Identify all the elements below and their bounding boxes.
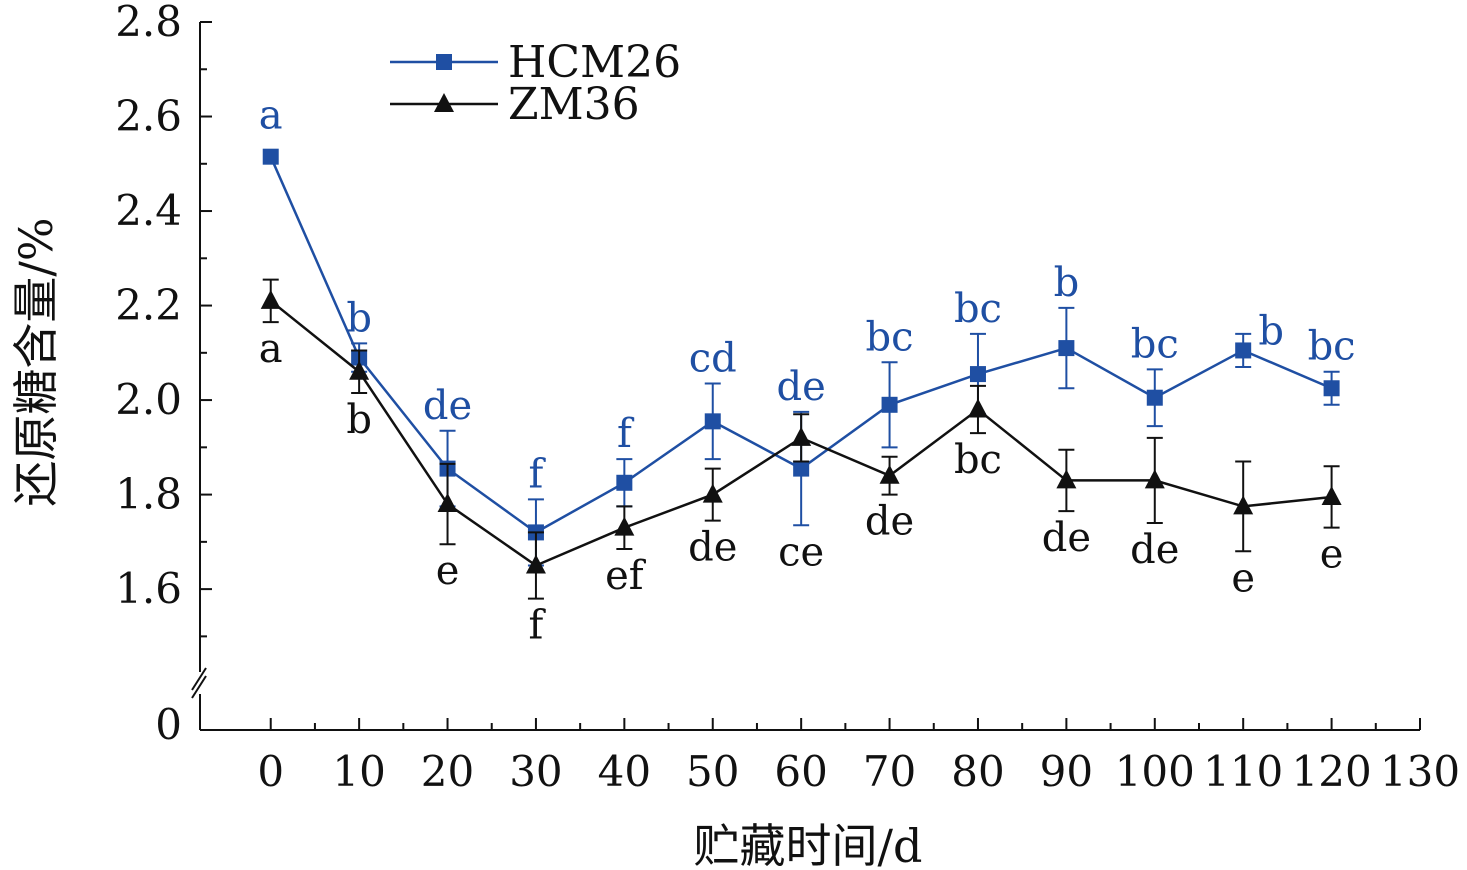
data-point bbox=[260, 289, 281, 309]
legend-entry-HCM26: HCM26 bbox=[390, 37, 681, 88]
data-point bbox=[1146, 389, 1163, 406]
significance-label: a bbox=[259, 326, 283, 372]
data-point bbox=[1144, 469, 1165, 489]
data-point bbox=[437, 493, 458, 513]
y-tick-label: 2.2 bbox=[115, 281, 182, 330]
y-tick-label: 1.6 bbox=[115, 564, 182, 613]
x-tick-label: 50 bbox=[686, 747, 739, 796]
significance-label: de bbox=[777, 364, 826, 410]
x-tick-label: 60 bbox=[774, 747, 827, 796]
y-tick-label: 2.0 bbox=[115, 375, 182, 424]
data-point bbox=[793, 460, 810, 477]
x-tick-label: 100 bbox=[1115, 747, 1195, 796]
data-point bbox=[969, 366, 986, 383]
significance-label: de bbox=[865, 499, 914, 545]
significance-label: e bbox=[1231, 555, 1255, 601]
data-point bbox=[702, 483, 723, 503]
significance-label: de bbox=[423, 383, 472, 429]
data-point bbox=[262, 148, 279, 165]
data-point bbox=[879, 464, 900, 484]
y-tick-label: 2.8 bbox=[115, 0, 182, 46]
y-axis-break-mark-bottom bbox=[191, 675, 207, 699]
significance-label: cd bbox=[689, 336, 737, 382]
x-tick-label: 30 bbox=[509, 747, 562, 796]
data-point bbox=[525, 554, 546, 574]
y-tick-label: 2.4 bbox=[115, 186, 182, 235]
data-point bbox=[967, 398, 988, 418]
x-tick-label: 20 bbox=[421, 747, 474, 796]
x-tick-label: 10 bbox=[332, 747, 385, 796]
data-point bbox=[1056, 469, 1077, 489]
significance-label: de bbox=[1130, 527, 1179, 573]
data-point bbox=[1235, 342, 1252, 359]
data-point bbox=[614, 516, 635, 536]
legend-label: ZM36 bbox=[508, 79, 640, 130]
x-tick-label: 0 bbox=[257, 747, 284, 796]
x-tick-label: 80 bbox=[951, 747, 1004, 796]
y-axis-break-mark-top bbox=[191, 667, 207, 691]
data-point bbox=[349, 360, 370, 380]
x-axis-title: 贮藏时间/d bbox=[694, 819, 923, 870]
significance-label: f bbox=[617, 411, 635, 457]
significance-label: b bbox=[1054, 260, 1080, 306]
significance-label: b bbox=[346, 295, 372, 341]
x-tick-label: 90 bbox=[1040, 747, 1093, 796]
x-tick-label: 40 bbox=[598, 747, 651, 796]
data-point bbox=[1233, 495, 1254, 515]
significance-label: bc bbox=[1131, 321, 1179, 367]
significance-label: bc bbox=[954, 286, 1002, 332]
data-point bbox=[791, 426, 812, 446]
series-ZM36 bbox=[260, 278, 1342, 600]
significance-label: b bbox=[346, 397, 372, 443]
legend-marker bbox=[434, 93, 454, 112]
legend-entry-ZM36: ZM36 bbox=[390, 79, 640, 130]
significance-label: ce bbox=[778, 530, 824, 576]
significance-label: ef bbox=[605, 553, 647, 599]
y-axis-title: 还原糖含量/% bbox=[9, 217, 63, 506]
y-tick-label: 2.6 bbox=[115, 92, 182, 141]
significance-label: e bbox=[1320, 532, 1344, 578]
y-tick-label-zero: 0 bbox=[155, 700, 182, 749]
legend-marker bbox=[436, 54, 452, 70]
significance-label: b bbox=[1258, 308, 1284, 354]
data-point bbox=[1321, 485, 1342, 505]
significance-label: f bbox=[529, 451, 547, 497]
x-tick-label: 70 bbox=[863, 747, 916, 796]
x-tick-label: 120 bbox=[1292, 747, 1372, 796]
legend-label: HCM26 bbox=[508, 37, 681, 88]
series-layer bbox=[260, 148, 1342, 600]
data-point bbox=[616, 474, 633, 491]
data-point bbox=[1323, 380, 1340, 397]
significance-label: e bbox=[436, 548, 460, 594]
x-tick-label: 130 bbox=[1380, 747, 1460, 796]
significance-label: de bbox=[1042, 515, 1091, 561]
significance-label: bc bbox=[866, 314, 914, 360]
x-tick-label: 110 bbox=[1203, 747, 1283, 796]
significance-label: de bbox=[688, 525, 737, 571]
x-axis-ticks: 0 10 20 30 40 50 60 70 80 90 100 110 120 130 bbox=[257, 718, 1460, 796]
significance-label: bc bbox=[954, 437, 1002, 483]
significance-label: bc bbox=[1308, 324, 1356, 370]
y-axis-ticks: 1.6 1.8 2.0 2.2 2.4 2.6 2.8 0 bbox=[115, 0, 212, 749]
significance-label: f bbox=[529, 603, 547, 649]
data-point bbox=[881, 396, 898, 413]
significance-label: a bbox=[259, 93, 283, 139]
y-tick-label: 1.8 bbox=[115, 470, 182, 519]
data-point bbox=[1058, 340, 1075, 357]
data-point bbox=[704, 413, 721, 430]
